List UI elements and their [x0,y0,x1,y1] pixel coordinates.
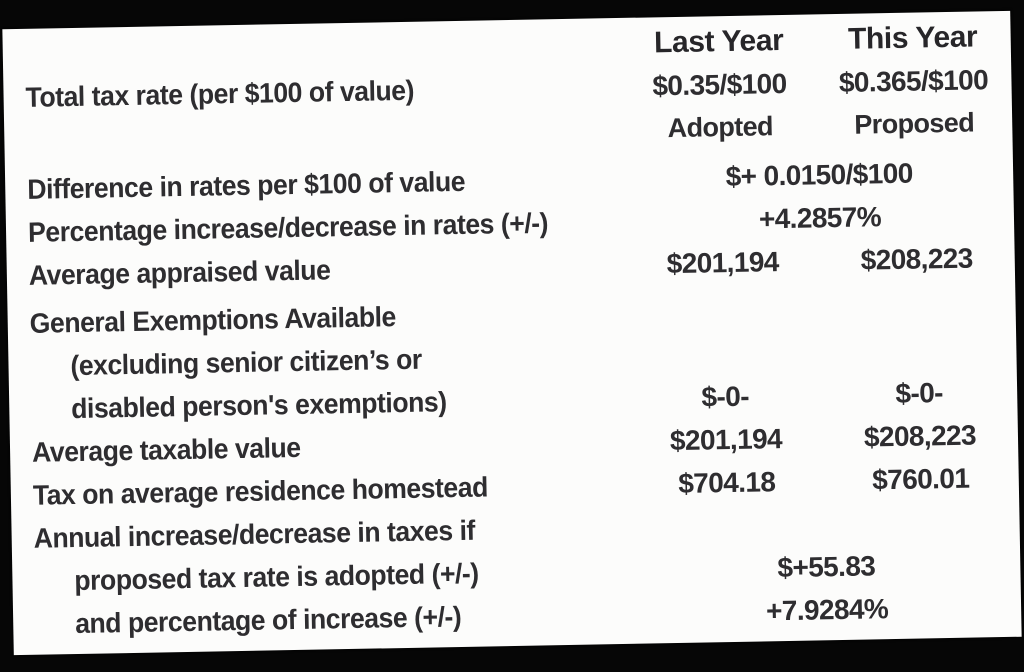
subheader-adopted: Adopted [667,111,774,144]
row-label: Average taxable value [31,431,301,468]
this-year-value: $0.365/$100 [838,63,989,98]
this-year-value: $-0- [895,376,944,409]
row-label [26,130,594,140]
combined-value: +7.9284% [765,592,889,626]
row-label: and percentage of increase (+/-) [74,600,462,639]
tax-rate-table: Last Year This Year Total tax rate (per … [2,11,1021,646]
this-year-value: $208,223 [860,242,973,276]
combined-value: $+ 0.0150/$100 [725,157,913,192]
column-header-last-year: Last Year [653,23,784,59]
last-year-value: $-0- [701,380,750,413]
row-label: Difference in rates per $100 of value [26,165,466,205]
row-label: proposed tax rate is adopted (+/-) [74,557,479,596]
row-label: Percentage increase/decrease in rates (+… [27,206,549,248]
row-label: Annual increase/decrease in taxes if [33,514,476,554]
combined-value: +4.2857% [758,200,882,234]
row-label: Total tax rate (per $100 of value) [25,74,415,113]
row-label: General Exemptions Available [29,300,397,339]
last-year-value: $201,194 [666,245,780,279]
subheader-proposed: Proposed [854,107,975,140]
document-page: Last Year This Year Total tax rate (per … [2,10,1022,656]
row-label: disabled person's exemptions) [70,385,447,424]
last-year-value: $0.35/$100 [652,67,787,101]
row-label: Average appraised value [28,253,331,291]
this-year-value: $760.01 [871,462,970,495]
last-year-value: $201,194 [669,422,783,456]
this-year-value: $208,223 [863,419,977,453]
column-header-this-year: This Year [847,19,978,56]
combined-value: $+55.83 [777,549,876,583]
row-label: (excluding senior citizen’s or [70,343,422,381]
last-year-value: $704.18 [677,465,776,499]
header-spacer [25,44,593,54]
row-label: Tax on average residence homestead [32,470,489,511]
